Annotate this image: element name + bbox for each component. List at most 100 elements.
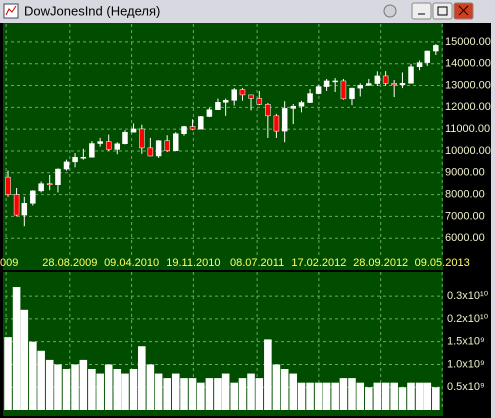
volume-bar	[171, 373, 180, 410]
candle-body	[38, 183, 44, 192]
candle-body	[315, 86, 322, 94]
x-tick-label: 09.05.2013	[415, 257, 470, 269]
candle-body	[290, 105, 296, 109]
candle-body	[416, 62, 423, 68]
y-tick-label: 10000.00	[445, 145, 491, 157]
candle-body	[256, 98, 263, 105]
y-tick-label: 0.2x10¹⁰	[447, 313, 489, 325]
candle-body	[114, 143, 121, 150]
candle-body	[222, 100, 229, 103]
candle-body	[155, 140, 162, 157]
volume-bar	[205, 378, 214, 410]
volume-bar	[407, 382, 415, 410]
candle-body	[63, 161, 70, 170]
volume-bar	[138, 346, 146, 410]
volume-bar	[12, 287, 21, 410]
volume-bar	[297, 382, 306, 410]
volume-bar	[356, 382, 365, 410]
volume-bar	[88, 369, 96, 410]
y-tick-label: 14000.00	[445, 58, 491, 70]
button-glyphs	[418, 5, 469, 16]
pin-button[interactable]	[383, 4, 397, 18]
candle-body	[433, 45, 439, 52]
candle-body	[13, 194, 20, 216]
volume-bar	[45, 359, 54, 410]
candle-body	[164, 140, 170, 151]
candle-body	[5, 176, 11, 195]
y-tick-label: 8000.00	[445, 188, 485, 200]
candle-body	[408, 66, 414, 84]
x-tick-label: 09.04.2010	[104, 257, 159, 269]
volume-bar	[4, 337, 12, 410]
y-tick-label: 12000.00	[445, 101, 491, 113]
candle-body	[265, 104, 271, 117]
volume-bar	[163, 378, 171, 410]
x-tick-label: 2009	[0, 257, 18, 269]
candle-body	[215, 102, 221, 110]
y-tick-label: 0.3x10¹⁰	[447, 290, 489, 302]
volume-bar	[289, 373, 298, 410]
candle-body	[239, 89, 246, 96]
candle-body	[340, 80, 347, 100]
candle-body	[399, 83, 406, 86]
price-panel	[3, 23, 443, 270]
volume-bar	[272, 364, 281, 410]
x-tick-label: 28.08.2009	[42, 257, 97, 269]
candle-body	[139, 128, 145, 149]
volume-bar	[238, 378, 247, 410]
volume-bar	[365, 387, 373, 410]
volume-bar	[221, 373, 230, 410]
volume-bar	[129, 369, 138, 410]
volume-bar	[381, 382, 390, 410]
volume-bar	[29, 341, 37, 410]
volume-bar	[247, 373, 255, 410]
candle-body	[122, 131, 128, 145]
x-tick-label: 17.02.2012	[291, 257, 346, 269]
volume-bar	[154, 373, 163, 410]
volume-bar	[180, 378, 188, 410]
candle-body	[72, 157, 78, 163]
candle-body	[281, 108, 288, 132]
volume-bar	[348, 378, 356, 410]
volume-bar	[214, 378, 222, 410]
candle-body	[382, 75, 389, 84]
maximize-button[interactable]	[432, 2, 453, 20]
volume-bar	[322, 382, 331, 410]
volume-bar	[331, 382, 339, 410]
volume-bar	[264, 339, 272, 410]
volume-bar	[20, 309, 29, 410]
candle-body	[332, 80, 338, 83]
candle-body	[46, 183, 53, 186]
y-tick-label: 1.5x10⁹	[447, 336, 485, 348]
candle-body	[21, 203, 28, 216]
candle-body	[147, 147, 154, 157]
candle-body	[366, 83, 372, 86]
window-border	[491, 23, 495, 418]
y-tick-label: 13000.00	[445, 79, 491, 91]
candle-body	[172, 133, 179, 151]
x-tick-label: 19.11.2010	[166, 257, 220, 269]
candle-body	[374, 75, 381, 84]
volume-bar	[121, 373, 129, 410]
y-tick-label: 11000.00	[445, 123, 490, 135]
candle-body	[189, 126, 196, 130]
candle-body	[248, 94, 254, 99]
candle-body	[307, 93, 313, 103]
volume-bar	[415, 382, 424, 410]
candle-body	[198, 116, 204, 130]
window-title: DowJonesInd (Неделя)	[24, 3, 160, 18]
candle-body	[181, 126, 187, 134]
volume-bar	[54, 364, 62, 410]
candle-body	[130, 128, 137, 133]
volume-bar	[146, 364, 155, 410]
candle-body	[391, 83, 397, 86]
candle-body	[231, 89, 237, 101]
candle-body	[206, 109, 213, 117]
y-tick-label: 7000.00	[445, 210, 485, 222]
x-tick-label: 28.09.2012	[353, 257, 408, 269]
volume-bar	[230, 382, 238, 410]
minimize-button[interactable]	[411, 2, 432, 20]
x-tick-label: 08.07.2011	[230, 257, 284, 269]
candle-body	[349, 87, 355, 100]
y-tick-label: 9000.00	[445, 167, 485, 179]
